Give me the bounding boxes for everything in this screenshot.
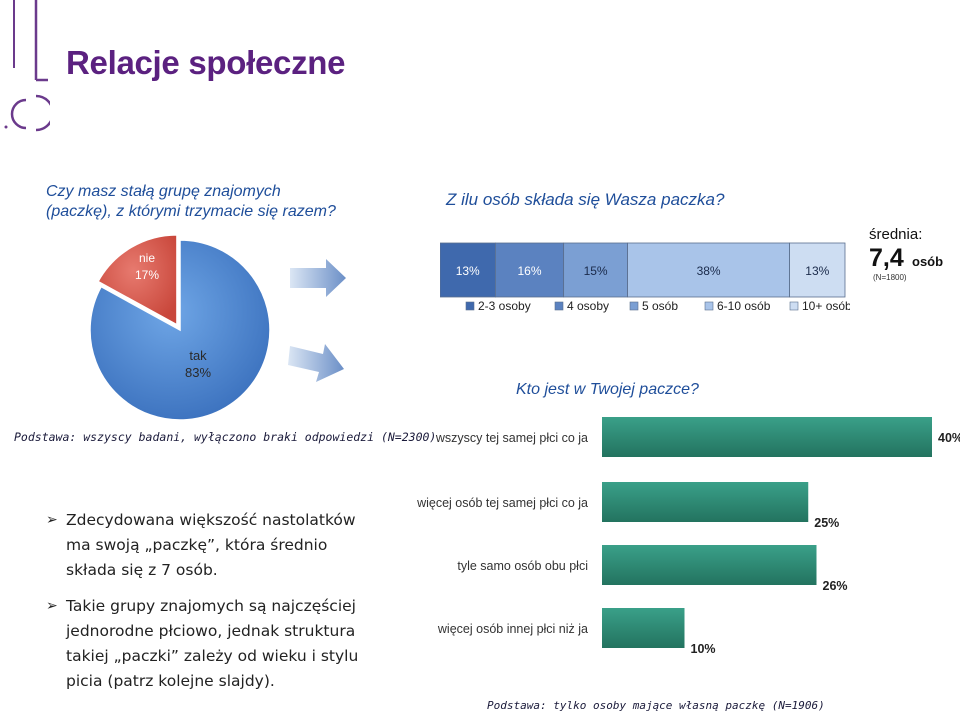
question-line-1: Czy masz stałą grupę znajomych: [46, 183, 281, 200]
pie-value-nie: 17%: [135, 268, 159, 282]
legend-swatch: [629, 301, 639, 311]
stack-value-label: 15%: [584, 264, 608, 278]
stack-value-label: 16%: [518, 264, 542, 278]
pie-label-tak: tak: [189, 348, 207, 363]
question-group-composition: Kto jest w Twojej paczce?: [516, 381, 699, 398]
legend-label: 6-10 osób: [717, 299, 771, 313]
mean-label: średnia:: [869, 226, 923, 243]
mean-value: 7,4: [869, 244, 904, 272]
pie-slice-tak: [89, 239, 271, 421]
bar: [602, 545, 817, 585]
bullet-line: jednorodne płciowo, jednak struktura: [66, 622, 356, 640]
legend-swatch: [465, 301, 475, 311]
question-group-size: Z ilu osób składa się Wasza paczka?: [446, 190, 725, 209]
logo: [4, 0, 50, 132]
bullet-line: takiej „paczki” zależy od wieku i stylu: [66, 647, 359, 665]
legend-label: 4 osoby: [567, 299, 609, 313]
group-size-chart: 13% 16% 15% 38% 13% 2-3 osoby 4 osoby 5 osób 6-…: [440, 242, 850, 313]
stack-value-label: 38%: [697, 264, 721, 278]
bullet-line: ma swoją „paczkę”, która średnio: [66, 536, 328, 554]
stack-value-label: 13%: [456, 264, 480, 278]
right-arrow-icon: [288, 344, 344, 382]
bar: [602, 608, 685, 648]
stack-segment: [627, 242, 790, 298]
legend-label: 5 osób: [642, 299, 678, 313]
base-note-group-owners: Podstawa: tylko osoby mające własną pacz…: [487, 699, 825, 712]
page-title: Relacje społeczne: [66, 44, 346, 81]
base-note-all: Podstawa: wszyscy badani, wyłączono brak…: [14, 430, 437, 444]
question-has-group: Czy masz stałą grupę znajomych (paczkę),…: [46, 182, 376, 222]
composition-chart: wszyscy tej samej płci co ja 40% więcej os…: [416, 417, 960, 655]
stack-segment: [789, 242, 846, 298]
stack-value-label: 13%: [805, 264, 829, 278]
legend-label: 10+ osób: [802, 299, 850, 313]
bullet-arrow-icon: ➢: [46, 598, 58, 614]
legend-label: 2-3 osoby: [478, 299, 531, 313]
category-label: tyle samo osób obu płci: [457, 559, 588, 573]
pie-value-tak: 83%: [185, 365, 211, 380]
bullet-line: Zdecydowana większość nastolatków: [66, 511, 356, 529]
bullet-arrow-icon: ➢: [46, 512, 58, 528]
bar-value-label: 40%: [938, 431, 960, 445]
question-line-2: (paczkę), z którymi trzymacie się razem?: [46, 203, 336, 220]
pie-slice-nie: [97, 234, 178, 327]
stack-segment: [495, 242, 565, 298]
category-label: wszyscy tej samej płci co ja: [435, 431, 588, 445]
legend-swatch: [554, 301, 564, 311]
bar: [602, 417, 932, 457]
bullet-point: ➢ Takie grupy znajomych są najczęściej j…: [44, 594, 374, 694]
bar-value-label: 25%: [814, 516, 839, 530]
mean-sample-size: (N=1800): [873, 273, 907, 282]
legend-swatch: [789, 301, 799, 311]
pie-label-nie: nie: [139, 251, 155, 265]
bullet-line: składa się z 7 osób.: [66, 561, 218, 579]
bullet-line: picia (patrz kolejne slajdy).: [66, 672, 275, 690]
bar-value-label: 10%: [691, 642, 716, 655]
bar-value-label: 26%: [823, 579, 848, 593]
stack-segment: [440, 242, 496, 298]
legend-swatch: [704, 301, 714, 311]
bullet-point: ➢ Zdecydowana większość nastolatków ma s…: [44, 508, 374, 583]
pie-chart: nie 17% tak 83%: [89, 234, 271, 421]
category-label: więcej osób innej płci niż ja: [437, 622, 588, 636]
category-label: więcej osób tej samej płci co ja: [416, 496, 588, 510]
bar: [602, 482, 809, 522]
stack-segment: [563, 242, 628, 298]
mean-unit: osób: [912, 254, 944, 269]
bullet-line: Takie grupy znajomych są najczęściej: [66, 597, 356, 615]
right-arrow-icon: [290, 259, 346, 297]
